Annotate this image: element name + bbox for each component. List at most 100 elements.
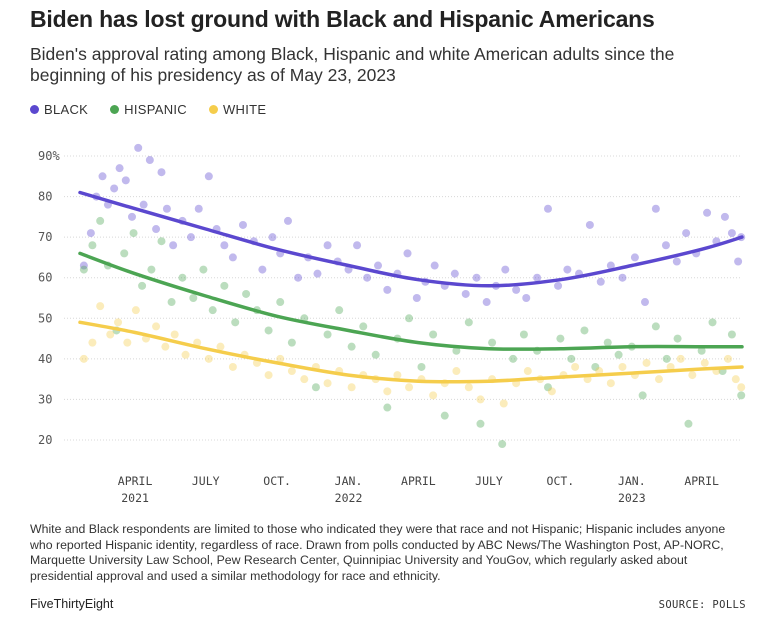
point-hispanic-21 [287,338,296,347]
point-black-37 [374,261,383,270]
legend-swatch-white [208,105,218,114]
legend-swatch-hispanic [110,105,120,114]
point-white-28 [383,387,392,396]
point-black-17 [186,233,195,242]
point-black-55 [554,281,563,290]
x-tick-label-2: OCT. [263,474,291,488]
point-black-19 [204,172,213,181]
point-hispanic-5 [120,249,129,258]
trend-line-black [78,190,744,288]
point-black-11 [145,156,154,165]
point-white-15 [228,362,237,371]
trend-line-white [78,320,744,384]
point-hispanic-25 [335,306,344,315]
point-white-44 [571,362,580,371]
point-black-56 [563,265,572,274]
point-hispanic-6 [129,229,138,238]
footnote: White and Black respondents are limited … [30,522,726,583]
point-black-66 [672,257,681,266]
point-black-60 [606,261,615,270]
point-black-47 [472,273,481,282]
point-black-8 [127,212,136,221]
point-black-12 [152,225,161,234]
point-white-21 [300,375,309,384]
y-tick-label-80: 80 [38,190,52,204]
point-hispanic-41 [519,330,528,339]
chart-title: Biden has lost ground with Black and His… [30,6,655,32]
point-black-0 [79,261,88,270]
point-black-63 [640,298,649,307]
point-white-53 [676,354,685,363]
point-hispanic-19 [264,326,273,335]
point-white-11 [181,350,190,359]
x-tick-label-7: JAN. [618,474,646,488]
point-black-13 [157,168,166,177]
x-tick-label-1: JULY [192,474,220,488]
point-hispanic-46 [580,326,589,335]
point-hispanic-55 [684,419,693,428]
legend-item-hispanic: HISPANIC [110,102,187,117]
point-white-6 [131,306,140,315]
point-black-45 [450,269,459,278]
point-black-59 [596,277,605,286]
point-white-51 [654,375,663,384]
point-white-4 [114,318,123,327]
x-tick-year-7: 2023 [618,491,646,505]
point-white-20 [287,367,296,376]
point-hispanic-54 [673,334,682,343]
trend-line-hispanic [78,251,744,351]
point-hispanic-43 [543,383,552,392]
point-white-34 [452,367,461,376]
point-black-71 [720,212,729,221]
point-hispanic-27 [359,322,368,331]
point-black-51 [512,285,521,294]
point-black-46 [461,289,470,298]
x-tick-year-0: 2021 [121,491,149,505]
point-black-58 [585,220,594,229]
point-hispanic-33 [429,330,438,339]
y-tick-label-70: 70 [38,230,52,244]
point-hispanic-12 [189,294,198,302]
legend-label-white: WHITE [222,102,267,117]
point-black-32 [323,241,332,250]
point-hispanic-10 [167,298,176,307]
point-hispanic-59 [727,330,736,339]
point-black-43 [430,261,439,270]
point-black-22 [228,253,237,262]
point-black-40 [403,249,412,258]
x-tick-label-4: APRIL [401,474,436,488]
point-hispanic-15 [220,281,229,290]
point-black-50 [501,265,510,274]
point-white-2 [96,302,105,311]
point-hispanic-29 [383,403,392,412]
x-tick-label-0: APRIL [118,474,153,488]
point-hispanic-23 [311,383,320,392]
point-hispanic-13 [199,265,208,274]
point-black-62 [630,253,639,262]
point-black-73 [734,257,743,266]
point-white-29 [393,371,402,380]
point-black-65 [661,241,670,250]
point-hispanic-31 [405,314,414,323]
point-hispanic-28 [371,350,380,359]
point-hispanic-36 [464,318,473,327]
point-white-54 [688,371,697,380]
point-hispanic-35 [452,346,461,355]
point-white-40 [523,367,532,376]
point-black-29 [294,273,303,282]
point-black-28 [283,216,292,225]
point-hispanic-9 [157,237,166,246]
point-hispanic-17 [242,289,251,298]
y-tick-label-60: 60 [38,271,52,285]
point-white-36 [476,395,485,404]
point-black-64 [651,204,660,213]
x-tick-label-8: APRIL [684,474,719,488]
y-tick-label-50: 50 [38,311,52,325]
point-black-21 [220,241,229,250]
point-black-26 [268,233,277,242]
point-white-46 [595,367,604,376]
point-black-36 [363,273,372,282]
point-black-67 [682,229,691,238]
legend-label-hispanic: HISPANIC [124,102,187,117]
point-black-69 [703,208,712,217]
